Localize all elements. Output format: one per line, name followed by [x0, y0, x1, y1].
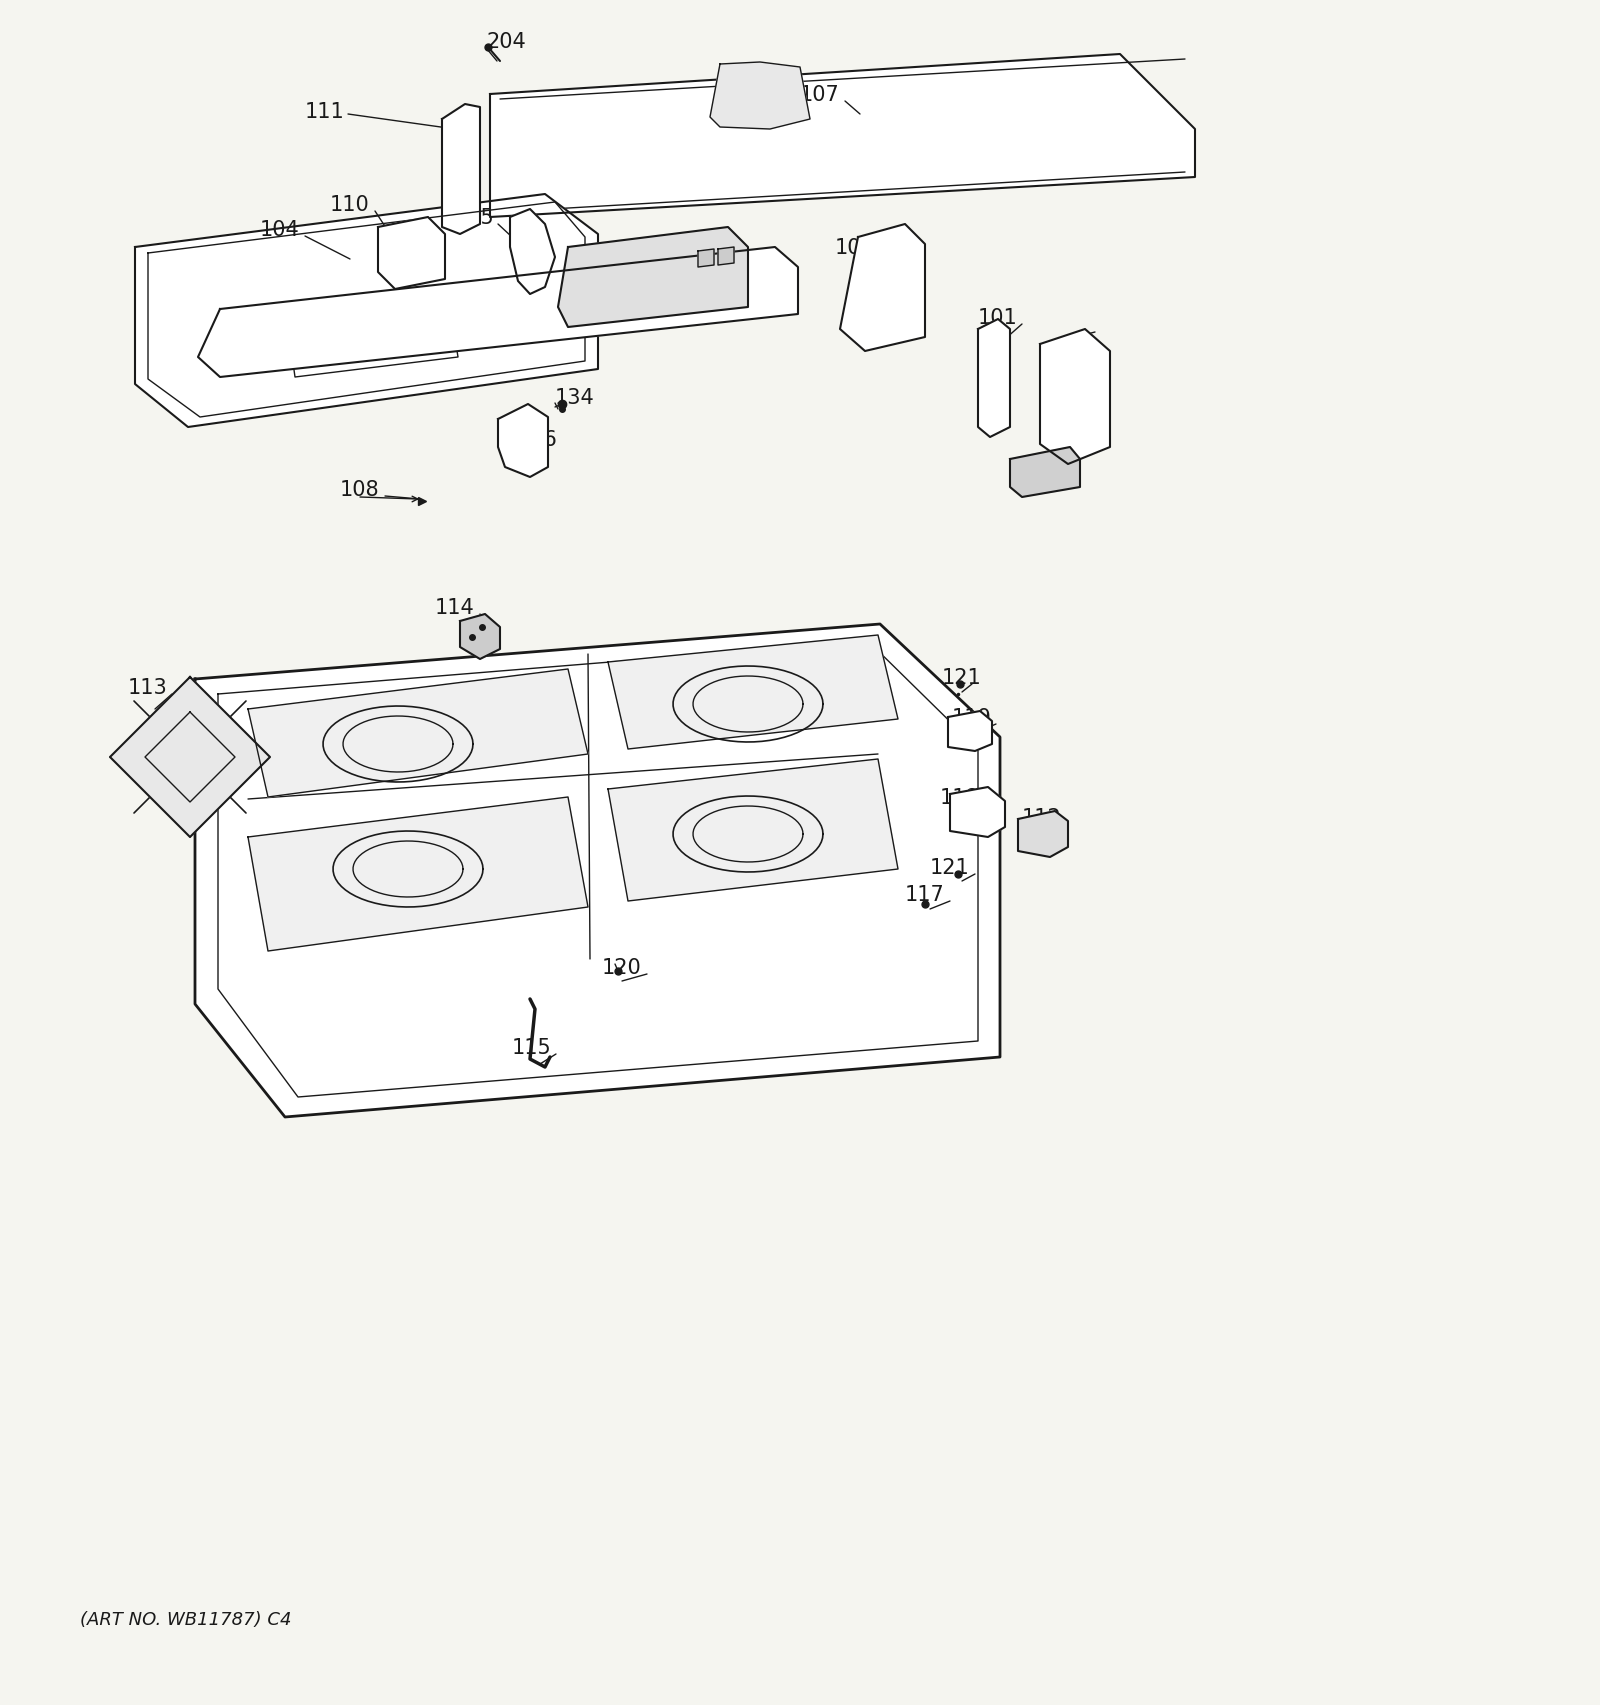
- Text: 134: 134: [555, 387, 595, 407]
- Polygon shape: [1040, 329, 1110, 465]
- Text: 103: 103: [370, 300, 410, 321]
- Text: 106: 106: [835, 239, 875, 257]
- Text: 111: 111: [306, 102, 344, 123]
- Text: 107: 107: [800, 85, 840, 106]
- Text: 100: 100: [1050, 339, 1090, 360]
- Text: 104: 104: [259, 220, 299, 240]
- Text: 120: 120: [602, 958, 642, 977]
- Text: 115: 115: [512, 1037, 552, 1057]
- Polygon shape: [498, 404, 547, 477]
- Text: 121: 121: [930, 858, 970, 878]
- Polygon shape: [698, 251, 714, 268]
- Polygon shape: [110, 677, 270, 837]
- Text: 121: 121: [942, 668, 982, 687]
- Polygon shape: [490, 55, 1195, 218]
- Polygon shape: [978, 321, 1010, 438]
- Polygon shape: [461, 614, 499, 660]
- Text: 108: 108: [339, 479, 379, 500]
- Text: 140: 140: [614, 252, 654, 271]
- Polygon shape: [1018, 812, 1069, 858]
- Text: 101: 101: [978, 309, 1018, 327]
- Polygon shape: [195, 624, 1000, 1117]
- Text: 118: 118: [941, 788, 979, 808]
- Polygon shape: [510, 210, 555, 295]
- Polygon shape: [1010, 448, 1080, 498]
- Text: 88: 88: [1010, 467, 1045, 491]
- Polygon shape: [198, 247, 798, 379]
- Text: 204: 204: [486, 32, 526, 51]
- Text: (ART NO. WB11787) C4: (ART NO. WB11787) C4: [80, 1610, 291, 1628]
- Polygon shape: [134, 194, 598, 428]
- Text: 119: 119: [952, 708, 992, 728]
- Polygon shape: [950, 788, 1005, 837]
- Polygon shape: [248, 798, 589, 951]
- Polygon shape: [608, 636, 898, 750]
- Polygon shape: [378, 218, 445, 290]
- Polygon shape: [248, 670, 589, 798]
- Text: 114: 114: [435, 598, 475, 617]
- Polygon shape: [608, 759, 898, 902]
- Polygon shape: [442, 106, 480, 235]
- Polygon shape: [558, 228, 749, 327]
- Text: 116: 116: [518, 430, 558, 450]
- Polygon shape: [718, 247, 734, 266]
- Text: 113: 113: [128, 677, 168, 697]
- Text: 112: 112: [1022, 808, 1062, 827]
- Polygon shape: [947, 711, 992, 752]
- Text: 105: 105: [454, 208, 494, 228]
- Polygon shape: [710, 63, 810, 130]
- Text: 117: 117: [906, 885, 944, 904]
- Polygon shape: [840, 225, 925, 351]
- Text: 110: 110: [330, 194, 370, 215]
